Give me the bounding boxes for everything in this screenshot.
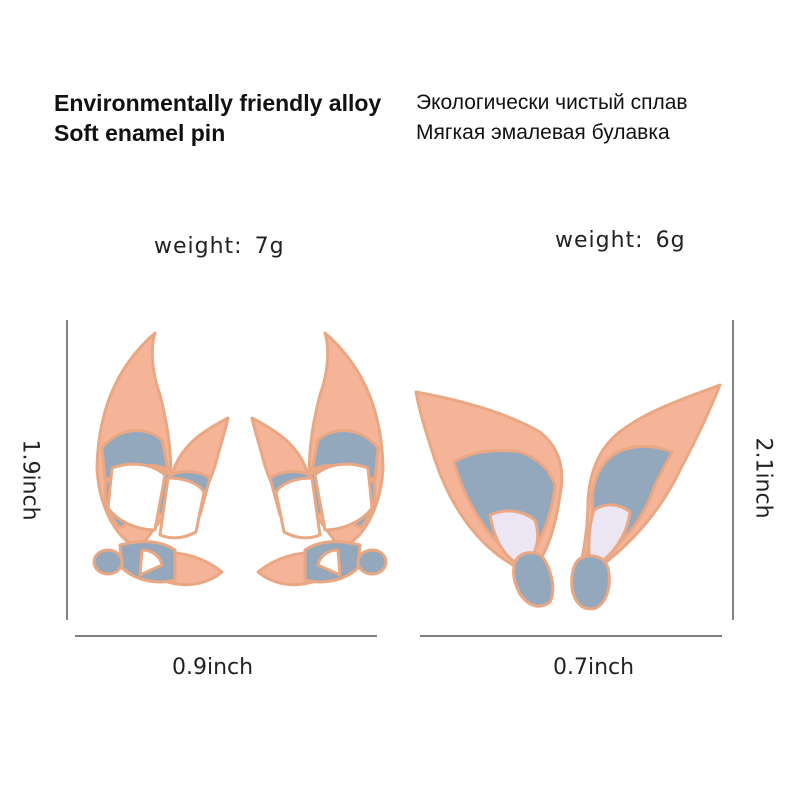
right-height-label: 2.1inch — [750, 437, 776, 519]
left-height-label: 1.9inch — [17, 439, 43, 521]
english-heading-line-1: Environmentally friendly alloy — [54, 90, 382, 116]
left-weight-label: weight: — [154, 234, 243, 259]
left-weight: weight: 7g — [154, 234, 285, 259]
butterfly-wing-pin-left-icon — [92, 331, 230, 587]
left-weight-value: 7g — [254, 234, 285, 259]
feather-wing-pin-left-icon — [414, 390, 564, 608]
butterfly-wing-pin-right-icon — [250, 331, 388, 587]
russian-heading: Экологически чистый сплав Мягкая эмалева… — [416, 88, 688, 148]
right-weight: weight: 6g — [555, 228, 686, 253]
right-weight-value: 6g — [655, 228, 686, 253]
english-heading: Environmentally friendly alloy Soft enam… — [54, 88, 381, 148]
right-weight-label: weight: — [555, 228, 644, 253]
russian-heading-line-2: Мягкая эмалевая булавка — [416, 121, 670, 144]
russian-heading-line-1: Экологически чистый сплав — [416, 91, 688, 114]
english-heading-line-2: Soft enamel pin — [54, 120, 226, 146]
left-width-label: 0.9inch — [172, 655, 254, 680]
feather-wing-pin-right-icon — [570, 383, 722, 611]
right-width-label: 0.7inch — [553, 655, 635, 680]
